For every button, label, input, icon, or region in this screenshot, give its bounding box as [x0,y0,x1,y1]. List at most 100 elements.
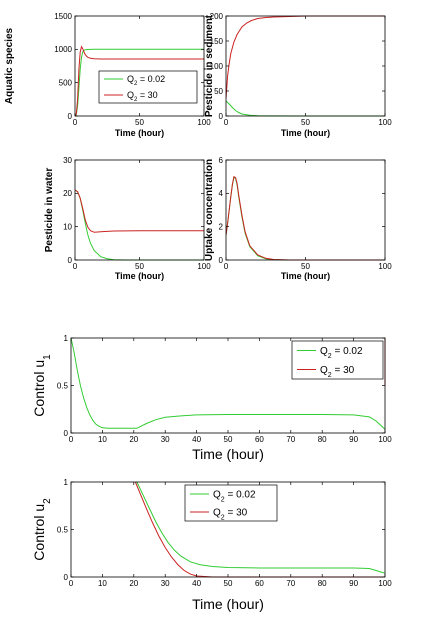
x-tick-label: 50 [224,579,233,588]
y-axis-label: Control u2 [31,498,53,561]
plot-frame [74,159,205,261]
plot-frame [225,15,386,117]
x-tick-label: 0 [73,262,78,271]
x-axis-label: Time (hour) [115,271,164,281]
x-tick-label: 0 [224,262,229,271]
y-tick-label: 0 [68,112,73,121]
x-tick-label: 30 [161,435,170,444]
x-tick-label: 80 [318,579,327,588]
legend-entry-value: = 0.02 [225,490,256,501]
legend-entry-value: = 30 [225,508,248,519]
series-line-1 [71,337,386,430]
y-tick-label: 0.5 [57,381,69,390]
legend-entry-value: = 30 [137,90,157,100]
x-tick-label: 70 [286,435,295,444]
y-tick-label: 1500 [54,12,72,21]
x-tick-label: 100 [378,579,392,588]
legend-entry-value: = 30 [332,365,355,376]
y-tick-label: 0.5 [57,525,69,534]
x-tick-label: 60 [255,435,264,444]
x-tick-label: 100 [197,262,211,271]
legend-entry-value: = 0.02 [137,74,165,84]
y-tick-label: 0 [68,256,73,265]
x-tick-label: 100 [378,435,392,444]
y-tick-label: 2 [219,222,224,231]
y-tick-label: 1 [64,478,69,487]
chart-panel-2: 0 50 100 0 50 100 150 200 Time (hour) Pesticide i… [204,12,392,138]
chart-panel-4: 0 50 100 0 2 4 6 Time (hour) Uptake concentratio… [204,156,392,281]
y-axis-label: Aquatic species [4,27,15,104]
series-line-1 [226,176,385,261]
y-axis-label: Uptake concentration [204,159,215,261]
legend-box [98,70,198,104]
y-tick-label: 100 [210,62,224,71]
chart-panel-5: 0 10 20 30 40 50 60 70 80 90 100 0 0.5 1 Time (hour) Co… [31,334,392,462]
legend-subscript: 2 [328,372,332,379]
x-tick-label: 90 [349,579,358,588]
x-tick-label: 20 [129,435,138,444]
x-axis-label: Time (hour) [192,596,264,612]
legend-entry-label: Q2 = 0.02 [320,346,363,360]
legend-subscript: 2 [328,353,332,360]
x-tick-label: 100 [378,262,392,271]
y-tick-label: 1 [64,334,69,343]
y-axis-label-subscript: 2 [42,498,53,504]
y-tick-label: 20 [63,189,72,198]
y-tick-label: 6 [219,156,224,165]
x-tick-label: 0 [69,435,74,444]
y-tick-label: 0 [64,429,69,438]
series-line-2 [75,45,204,117]
y-tick-label: 4 [219,189,224,198]
series-line-1 [75,48,204,117]
y-axis-label: Control u1 [31,354,53,417]
x-axis-label: Time (hour) [115,128,164,138]
x-tick-label: 50 [301,118,310,127]
x-axis-label: Time (hour) [281,128,330,138]
y-tick-label: 1000 [54,45,72,54]
x-tick-label: 0 [73,118,78,127]
y-tick-label: 200 [210,12,224,21]
series-line-2 [226,15,385,99]
legend-box [184,484,278,522]
x-tick-label: 0 [224,118,229,127]
series-line-1 [136,481,386,574]
x-tick-label: 60 [255,579,264,588]
x-tick-label: 30 [161,579,170,588]
x-tick-label: 50 [135,118,144,127]
chart-panel-6: 0 10 20 30 40 50 60 70 80 90 100 0 0.5 1 Time (hour) Co… [31,478,392,612]
legend-entry-label: Q2 = 0.02 [213,490,256,504]
chart-panel-3: 0 50 100 0 10 20 30 Time (hour) Pesticide in wat… [44,156,211,281]
y-axis-label: Pesticide in water [44,168,55,253]
y-tick-label: 30 [63,156,72,165]
legend-entry-label: Q2 = 0.02 [127,74,165,87]
x-tick-label: 10 [98,579,107,588]
x-tick-label: 100 [197,118,211,127]
x-tick-label: 0 [69,579,74,588]
legend-subscript: 2 [221,514,225,521]
y-tick-label: 0 [64,573,69,582]
x-tick-label: 70 [286,579,295,588]
y-tick-label: 50 [214,87,223,96]
y-axis-label-subscript: 1 [42,354,53,360]
x-tick-label: 100 [378,118,392,127]
x-tick-label: 80 [318,435,327,444]
x-tick-label: 50 [301,262,310,271]
x-tick-label: 20 [129,579,138,588]
x-tick-label: 40 [192,579,201,588]
legend-box [291,340,384,380]
y-tick-label: 500 [59,78,73,87]
y-tick-label: 0 [219,112,224,121]
x-tick-label: 50 [224,435,233,444]
series-line-2 [226,175,385,261]
y-tick-label: 0 [219,256,224,265]
legend-subscript: 2 [134,97,138,103]
x-axis-label: Time (hour) [192,446,264,462]
y-tick-label: 150 [210,37,224,46]
legend-subscript: 2 [134,81,138,87]
y-tick-label: 10 [63,222,72,231]
